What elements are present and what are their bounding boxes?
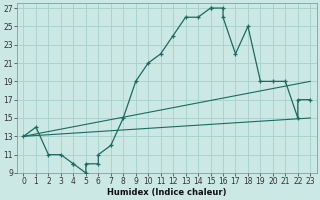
X-axis label: Humidex (Indice chaleur): Humidex (Indice chaleur)	[107, 188, 227, 197]
